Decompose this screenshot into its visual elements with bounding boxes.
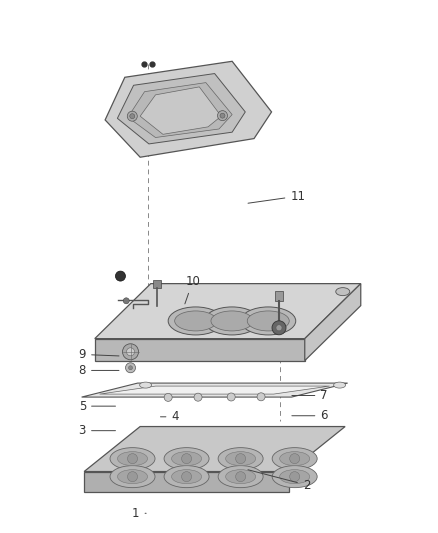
Ellipse shape bbox=[140, 382, 152, 388]
Polygon shape bbox=[105, 61, 272, 157]
Ellipse shape bbox=[110, 466, 155, 488]
Polygon shape bbox=[95, 338, 305, 361]
Circle shape bbox=[220, 113, 225, 118]
Text: 11: 11 bbox=[248, 190, 305, 203]
Ellipse shape bbox=[334, 382, 346, 388]
Circle shape bbox=[127, 111, 137, 121]
Polygon shape bbox=[305, 284, 361, 361]
Circle shape bbox=[227, 393, 235, 401]
Ellipse shape bbox=[226, 451, 256, 466]
Circle shape bbox=[218, 111, 227, 120]
Circle shape bbox=[290, 472, 300, 482]
Ellipse shape bbox=[218, 448, 263, 470]
Text: 3: 3 bbox=[79, 424, 116, 437]
Circle shape bbox=[182, 472, 191, 482]
Ellipse shape bbox=[280, 470, 310, 483]
Ellipse shape bbox=[110, 448, 155, 470]
Circle shape bbox=[116, 271, 125, 281]
Text: 6: 6 bbox=[292, 409, 328, 422]
Ellipse shape bbox=[164, 466, 209, 488]
Bar bbox=[153, 279, 161, 288]
Circle shape bbox=[194, 393, 202, 401]
Ellipse shape bbox=[205, 307, 259, 335]
Polygon shape bbox=[128, 83, 232, 138]
Text: 10: 10 bbox=[185, 275, 200, 304]
Circle shape bbox=[236, 472, 246, 482]
Circle shape bbox=[127, 454, 138, 464]
Circle shape bbox=[236, 454, 246, 464]
Circle shape bbox=[182, 454, 191, 464]
Text: 7: 7 bbox=[292, 389, 328, 402]
Circle shape bbox=[123, 344, 138, 360]
Ellipse shape bbox=[336, 288, 350, 296]
Text: 4: 4 bbox=[160, 410, 179, 423]
Ellipse shape bbox=[280, 451, 310, 466]
Circle shape bbox=[128, 366, 133, 370]
Polygon shape bbox=[81, 383, 348, 397]
Ellipse shape bbox=[218, 466, 263, 488]
Polygon shape bbox=[140, 87, 221, 134]
Circle shape bbox=[123, 298, 129, 304]
Circle shape bbox=[164, 393, 172, 401]
Ellipse shape bbox=[172, 470, 201, 483]
Text: 9: 9 bbox=[78, 348, 119, 361]
Circle shape bbox=[276, 325, 282, 331]
Text: 5: 5 bbox=[79, 400, 116, 413]
Polygon shape bbox=[84, 426, 345, 472]
Text: 2: 2 bbox=[248, 470, 311, 491]
Polygon shape bbox=[95, 284, 361, 338]
Ellipse shape bbox=[226, 470, 256, 483]
Ellipse shape bbox=[211, 311, 253, 331]
Circle shape bbox=[290, 454, 300, 464]
Ellipse shape bbox=[164, 448, 209, 470]
Polygon shape bbox=[117, 74, 245, 144]
Polygon shape bbox=[99, 386, 330, 394]
Ellipse shape bbox=[247, 311, 289, 331]
Bar bbox=[275, 291, 283, 301]
Circle shape bbox=[126, 363, 135, 373]
Circle shape bbox=[130, 114, 135, 119]
Text: 8: 8 bbox=[79, 364, 119, 377]
Ellipse shape bbox=[272, 448, 317, 470]
Circle shape bbox=[272, 321, 286, 335]
Ellipse shape bbox=[172, 451, 201, 466]
Ellipse shape bbox=[168, 307, 223, 335]
Ellipse shape bbox=[117, 470, 148, 483]
Ellipse shape bbox=[117, 451, 148, 466]
Circle shape bbox=[257, 393, 265, 401]
Ellipse shape bbox=[241, 307, 296, 335]
Circle shape bbox=[127, 348, 134, 356]
Circle shape bbox=[127, 472, 138, 482]
Text: 1: 1 bbox=[132, 507, 146, 520]
Polygon shape bbox=[84, 472, 289, 491]
Ellipse shape bbox=[272, 466, 317, 488]
Ellipse shape bbox=[175, 311, 217, 331]
